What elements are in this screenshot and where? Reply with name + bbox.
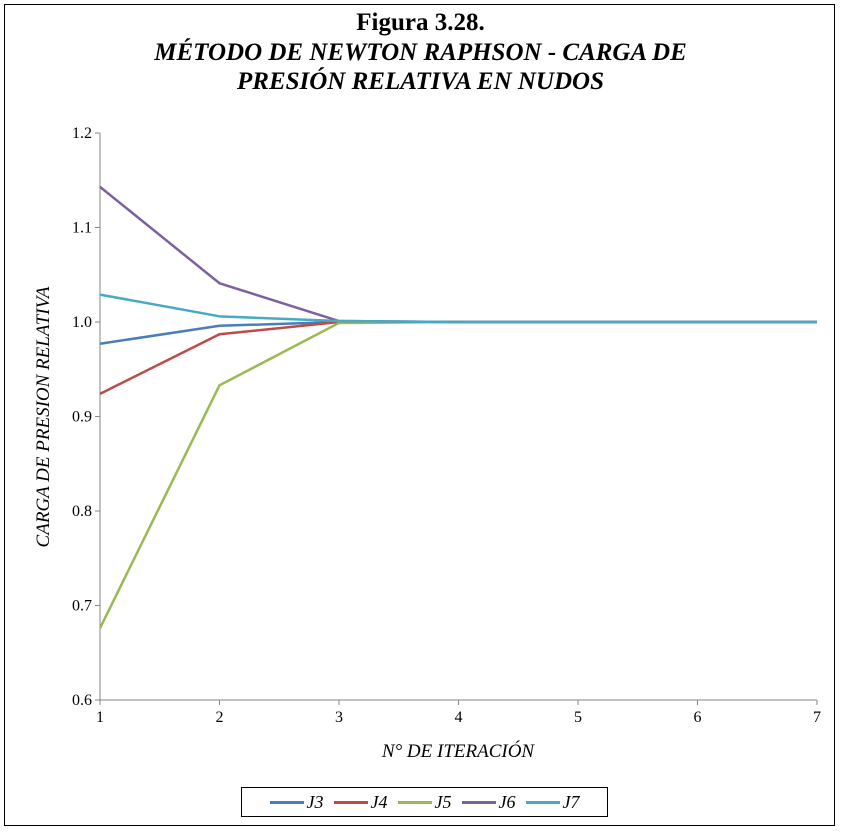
y-tick-label: 0.7: [72, 598, 92, 615]
legend: J3 J4 J5 J6 J7: [241, 787, 608, 817]
legend-label: J5: [434, 791, 452, 812]
series-line-j7: [99, 293, 817, 324]
y-tick-label: 0.6: [72, 692, 92, 709]
y-tick-label: 1.0: [72, 314, 92, 331]
y-axis-label: CARGA DE PRESION RELATIVA: [33, 286, 54, 547]
chart-title: Figura 3.28. MÉTODO DE NEWTON RAPHSON - …: [0, 8, 841, 96]
series-line-j6: [99, 185, 817, 324]
legend-item-j7: J7: [525, 791, 580, 813]
x-tick-label: 3: [335, 709, 343, 726]
legend-item-j3: J3: [269, 791, 324, 813]
legend-label: J4: [370, 791, 388, 812]
series-layer: [98, 185, 817, 629]
series-line-j4: [99, 320, 817, 395]
legend-swatch: [269, 800, 304, 804]
x-axis-label: N° DE ITERACIÓN: [381, 740, 536, 762]
legend-label: J6: [498, 791, 516, 812]
x-tick-label: 4: [455, 709, 463, 726]
y-tick-label: 1.1: [72, 220, 92, 237]
y-tick-label: 0.9: [72, 409, 92, 426]
title-line-1: MÉTODO DE NEWTON RAPHSON - CARGA DE: [154, 39, 687, 66]
x-tick-label: 2: [216, 709, 224, 726]
x-tick-label: 6: [694, 709, 702, 726]
x-tick-label: 5: [574, 709, 582, 726]
legend-swatch: [333, 800, 368, 804]
axes: [95, 132, 818, 705]
x-tick-label: 1: [96, 709, 104, 726]
legend-swatch: [397, 800, 432, 804]
tick-labels: 0.6 0.7 0.8 0.9 1.0 1.1 1.2 1 2 3 4 5 6 7: [72, 125, 821, 726]
y-tick-label: 0.8: [72, 503, 92, 520]
y-tick-label: 1.2: [72, 125, 92, 142]
legend-item-j6: J6: [461, 791, 516, 813]
legend-label: J3: [306, 791, 324, 812]
legend-label: J7: [562, 791, 580, 812]
legend-item-j4: J4: [333, 791, 388, 813]
legend-swatch: [461, 800, 496, 804]
title-line-2: PRESIÓN RELATIVA EN NUDOS: [237, 68, 604, 95]
x-tick-label: 7: [813, 709, 821, 726]
legend-swatch: [525, 800, 560, 804]
chart-frame: [4, 4, 835, 826]
legend-item-j5: J5: [397, 791, 452, 813]
figure-number: Figura 3.28.: [356, 9, 485, 36]
series-line-j5: [98, 320, 817, 629]
